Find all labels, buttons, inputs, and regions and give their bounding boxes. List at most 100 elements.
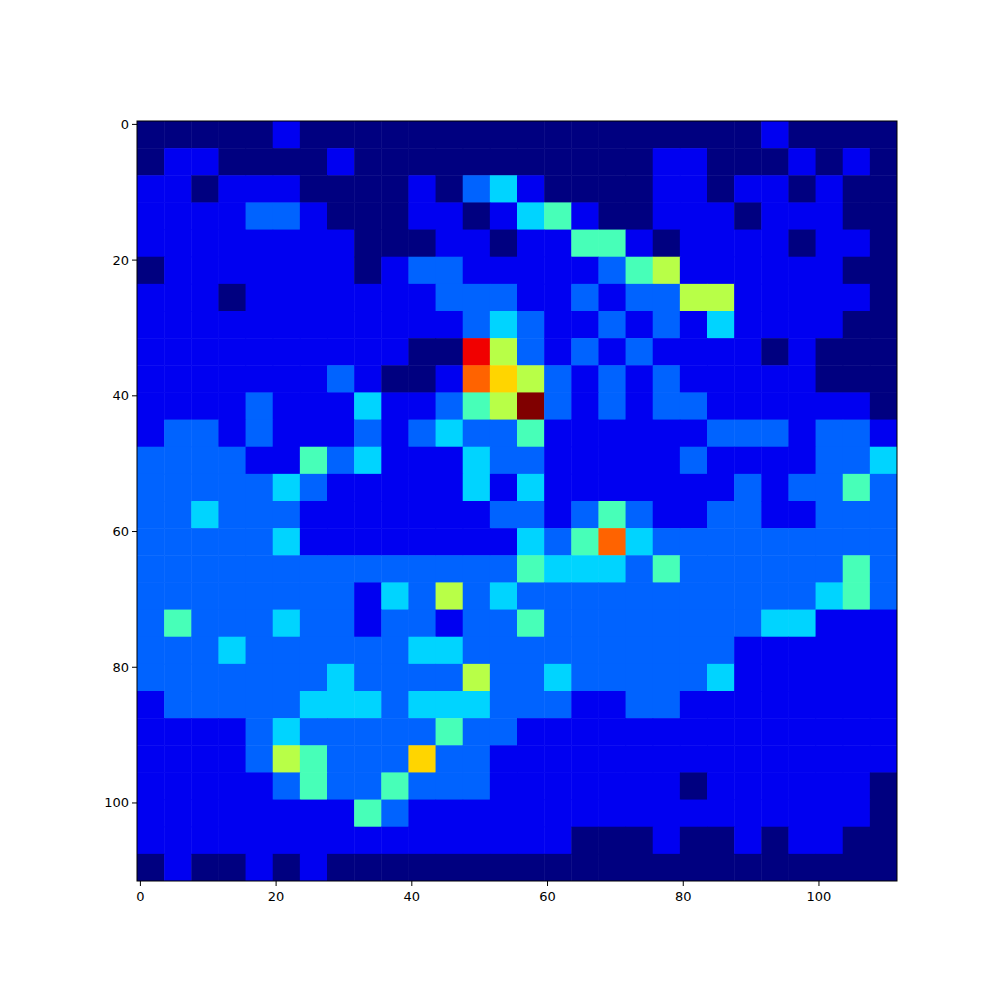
heatmap-cell	[788, 772, 816, 800]
heatmap-cell	[191, 582, 219, 610]
heatmap-cell	[218, 338, 246, 366]
heatmap-cell	[327, 365, 355, 393]
heatmap-cell	[300, 501, 328, 529]
heatmap-cell	[843, 610, 871, 638]
heatmap-cell	[246, 257, 274, 285]
heatmap-cell	[218, 447, 246, 475]
heatmap-cell	[788, 555, 816, 583]
heatmap-cell	[544, 800, 572, 828]
heatmap-cell	[463, 392, 491, 420]
x-tick-label: 20	[268, 889, 285, 904]
heatmap-cell	[653, 365, 681, 393]
heatmap-cell	[408, 230, 436, 258]
heatmap-cell	[381, 230, 409, 258]
heatmap-cell	[517, 528, 545, 556]
heatmap-cell	[653, 555, 681, 583]
heatmap-cell	[544, 365, 572, 393]
heatmap-cell	[653, 148, 681, 176]
heatmap-cell	[273, 854, 301, 881]
heatmap-cell	[218, 800, 246, 828]
heatmap-cell	[626, 420, 654, 448]
heatmap-cell	[381, 772, 409, 800]
heatmap-cell	[246, 148, 274, 176]
heatmap-cell	[544, 202, 572, 230]
heatmap-cell	[626, 284, 654, 312]
heatmap-cell	[327, 392, 355, 420]
heatmap-cell	[571, 392, 599, 420]
heatmap-cell	[816, 311, 844, 339]
heatmap-cell	[788, 582, 816, 610]
heatmap-cell	[490, 501, 518, 529]
heatmap-cell	[327, 745, 355, 773]
heatmap-cell	[218, 827, 246, 855]
heatmap-cell	[354, 664, 382, 692]
heatmap-cell	[436, 420, 464, 448]
heatmap-cell	[788, 284, 816, 312]
chart: 020406080100020406080100	[0, 0, 1008, 1008]
heatmap-cell	[381, 148, 409, 176]
heatmap-cell	[327, 800, 355, 828]
heatmap-cell	[816, 338, 844, 366]
heatmap-cell	[843, 555, 871, 583]
heatmap-cell	[544, 691, 572, 719]
heatmap-cell	[436, 555, 464, 583]
heatmap-cell	[517, 800, 545, 828]
heatmap-cell	[137, 392, 165, 420]
heatmap-cell	[191, 664, 219, 692]
heatmap-cell	[517, 175, 545, 203]
heatmap-cell	[680, 854, 708, 881]
heatmap-cell	[517, 610, 545, 638]
heatmap-cell	[164, 420, 192, 448]
heatmap-cell	[463, 854, 491, 881]
heatmap-cell	[707, 827, 735, 855]
heatmap-cell	[246, 718, 274, 746]
heatmap-cell	[816, 610, 844, 638]
heatmap-cell	[137, 365, 165, 393]
heatmap-cell	[680, 501, 708, 529]
heatmap-cell	[273, 365, 301, 393]
heatmap-cell	[544, 637, 572, 665]
heatmap-cell	[354, 610, 382, 638]
heatmap-cell	[544, 745, 572, 773]
heatmap-cell	[843, 528, 871, 556]
heatmap-cell	[381, 447, 409, 475]
heatmap-cell	[517, 365, 545, 393]
heatmap-cell	[571, 175, 599, 203]
heatmap-cell	[327, 121, 355, 149]
heatmap-cell	[246, 121, 274, 149]
heatmap-cell	[436, 718, 464, 746]
heatmap-cell	[164, 610, 192, 638]
heatmap-cell	[870, 745, 897, 773]
heatmap-cell	[354, 202, 382, 230]
heatmap-cell	[870, 827, 897, 855]
heatmap-cell	[816, 148, 844, 176]
heatmap-cell	[707, 420, 735, 448]
heatmap-cell	[598, 772, 626, 800]
heatmap-cell	[408, 745, 436, 773]
heatmap-cell	[544, 311, 572, 339]
heatmap-cell	[843, 284, 871, 312]
heatmap-cell	[788, 420, 816, 448]
heatmap-cell	[354, 854, 382, 881]
heatmap-cell	[137, 175, 165, 203]
heatmap-cell	[246, 420, 274, 448]
heatmap-cell	[436, 284, 464, 312]
heatmap-cell	[436, 338, 464, 366]
heatmap-cell	[598, 230, 626, 258]
heatmap-cell	[680, 230, 708, 258]
heatmap-cell	[626, 311, 654, 339]
heatmap-cell	[734, 637, 762, 665]
heatmap-cell	[544, 772, 572, 800]
heatmap-cell	[626, 800, 654, 828]
x-tick-label: 80	[675, 889, 692, 904]
heatmap-cell	[816, 230, 844, 258]
heatmap-cell	[598, 691, 626, 719]
heatmap-cell	[191, 121, 219, 149]
heatmap-cell	[137, 610, 165, 638]
heatmap-cell	[300, 610, 328, 638]
heatmap-cell	[544, 230, 572, 258]
heatmap-cell	[381, 800, 409, 828]
heatmap-cell	[761, 718, 789, 746]
heatmap-cell	[788, 447, 816, 475]
heatmap-cell	[273, 772, 301, 800]
